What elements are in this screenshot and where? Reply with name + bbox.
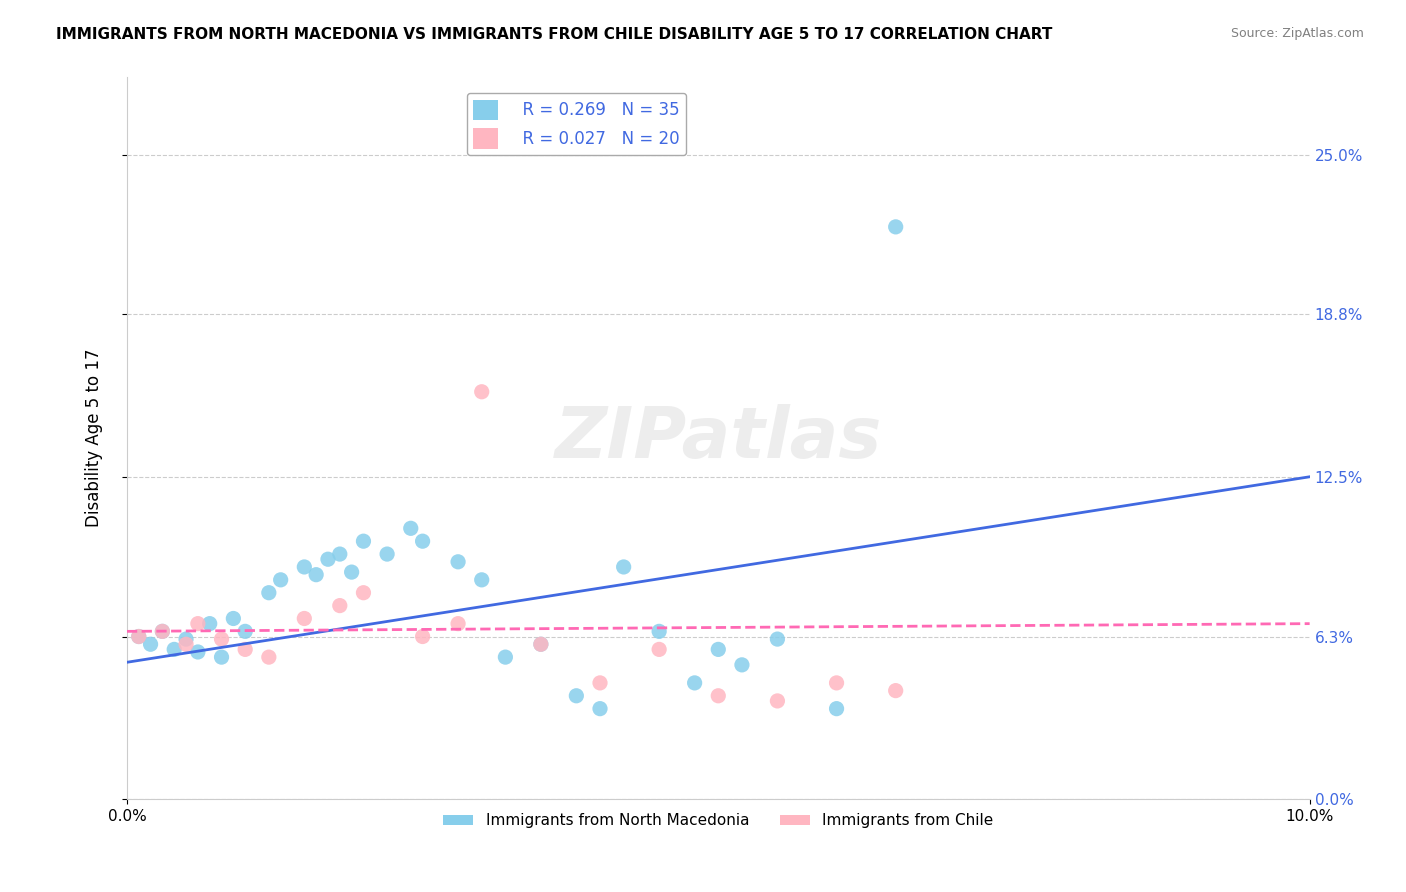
Point: [530, 637, 553, 651]
Point: [128, 630, 150, 644]
Point: [128, 630, 150, 644]
Point: [174, 632, 197, 646]
Point: [340, 565, 363, 579]
Point: [731, 657, 754, 672]
Point: [163, 642, 186, 657]
Point: [139, 637, 162, 651]
Point: [471, 573, 494, 587]
Point: [825, 676, 848, 690]
Point: [399, 521, 422, 535]
Point: [257, 650, 280, 665]
Point: [648, 642, 671, 657]
Point: [565, 689, 588, 703]
Text: IMMIGRANTS FROM NORTH MACEDONIA VS IMMIGRANTS FROM CHILE DISABILITY AGE 5 TO 17 : IMMIGRANTS FROM NORTH MACEDONIA VS IMMIG…: [56, 27, 1053, 42]
Point: [152, 624, 174, 639]
Point: [257, 585, 280, 599]
Point: [353, 585, 375, 599]
Point: [447, 616, 470, 631]
Point: [825, 701, 848, 715]
Point: [198, 616, 221, 631]
Point: [187, 616, 209, 631]
Point: [152, 624, 174, 639]
Legend: Immigrants from North Macedonia, Immigrants from Chile: Immigrants from North Macedonia, Immigra…: [437, 807, 1000, 835]
Point: [292, 560, 315, 574]
Point: [270, 573, 292, 587]
Point: [613, 560, 636, 574]
Point: [329, 547, 352, 561]
Point: [766, 694, 789, 708]
Point: [375, 547, 398, 561]
Point: [766, 632, 789, 646]
Point: [329, 599, 352, 613]
Point: [884, 683, 907, 698]
Point: [884, 219, 907, 234]
Point: [353, 534, 375, 549]
Text: ZIPatlas: ZIPatlas: [554, 404, 882, 473]
Point: [648, 624, 671, 639]
Point: [494, 650, 516, 665]
Y-axis label: Disability Age 5 to 17: Disability Age 5 to 17: [86, 349, 103, 527]
Text: Source: ZipAtlas.com: Source: ZipAtlas.com: [1230, 27, 1364, 40]
Point: [292, 611, 315, 625]
Point: [233, 624, 256, 639]
Point: [412, 630, 434, 644]
Point: [447, 555, 470, 569]
Point: [305, 567, 328, 582]
Point: [174, 637, 197, 651]
Point: [412, 534, 434, 549]
Point: [589, 676, 612, 690]
Point: [187, 645, 209, 659]
Point: [211, 632, 233, 646]
Point: [233, 642, 256, 657]
Point: [707, 689, 730, 703]
Point: [471, 384, 494, 399]
Point: [316, 552, 339, 566]
Point: [707, 642, 730, 657]
Point: [589, 701, 612, 715]
Point: [211, 650, 233, 665]
Point: [530, 637, 553, 651]
Point: [222, 611, 245, 625]
Point: [683, 676, 706, 690]
